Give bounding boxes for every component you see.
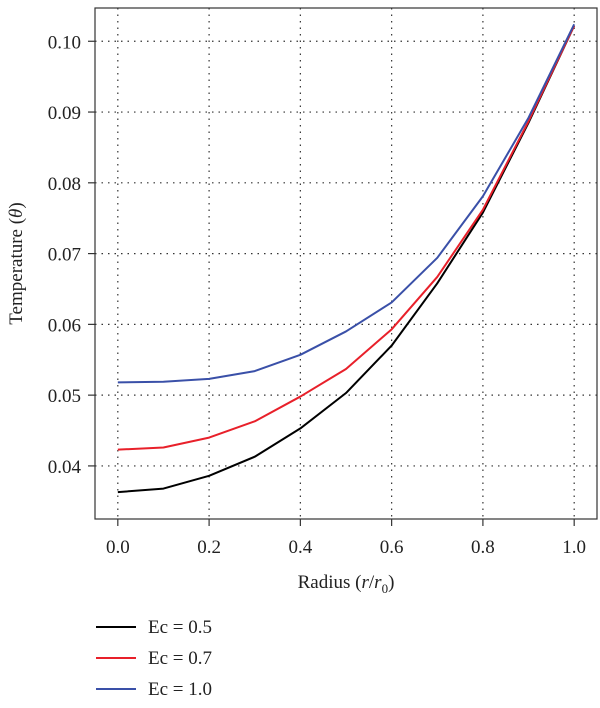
series-line-ec-1-0 [117,23,576,384]
y-tick-label: 0.10 [48,32,81,53]
x-tick-label: 0.8 [471,537,495,558]
y-axis-title: Temperature (θ) [6,202,27,324]
series-line-ec-0-7 [117,25,576,451]
legend-label: Ec = 0.7 [148,648,212,669]
grid-layer [95,8,597,519]
legend-label: Ec = 0.5 [148,617,212,638]
y-tick-label: 0.07 [48,245,81,266]
x-tick-label: 0.6 [380,537,404,558]
plot-frame [94,7,598,520]
legend-label: Ec = 1.0 [148,679,212,700]
x-axis-title: Radius (r/r0) [298,572,395,596]
y-tick-label: 0.04 [48,457,82,478]
y-tick-label: 0.05 [48,386,81,407]
y-tick-label: 0.06 [48,315,81,336]
ticks-layer: 0.0 0.2 0.4 0.6 0.8 1.0 0.04 0.05 0.06 0.07 0.08 0.… [48,32,586,558]
x-tick-label: 0.0 [106,537,130,558]
y-tick-label: 0.09 [48,103,81,124]
x-tick-label: 1.0 [562,537,586,558]
series-line-ec-0-5 [117,25,576,494]
x-tick-label: 0.2 [197,537,221,558]
y-tick-label: 0.08 [48,174,81,195]
legend: Ec = 0.5 Ec = 0.7 Ec = 1.0 [96,617,212,700]
series-layer [117,23,576,494]
x-tick-label: 0.4 [288,537,312,558]
